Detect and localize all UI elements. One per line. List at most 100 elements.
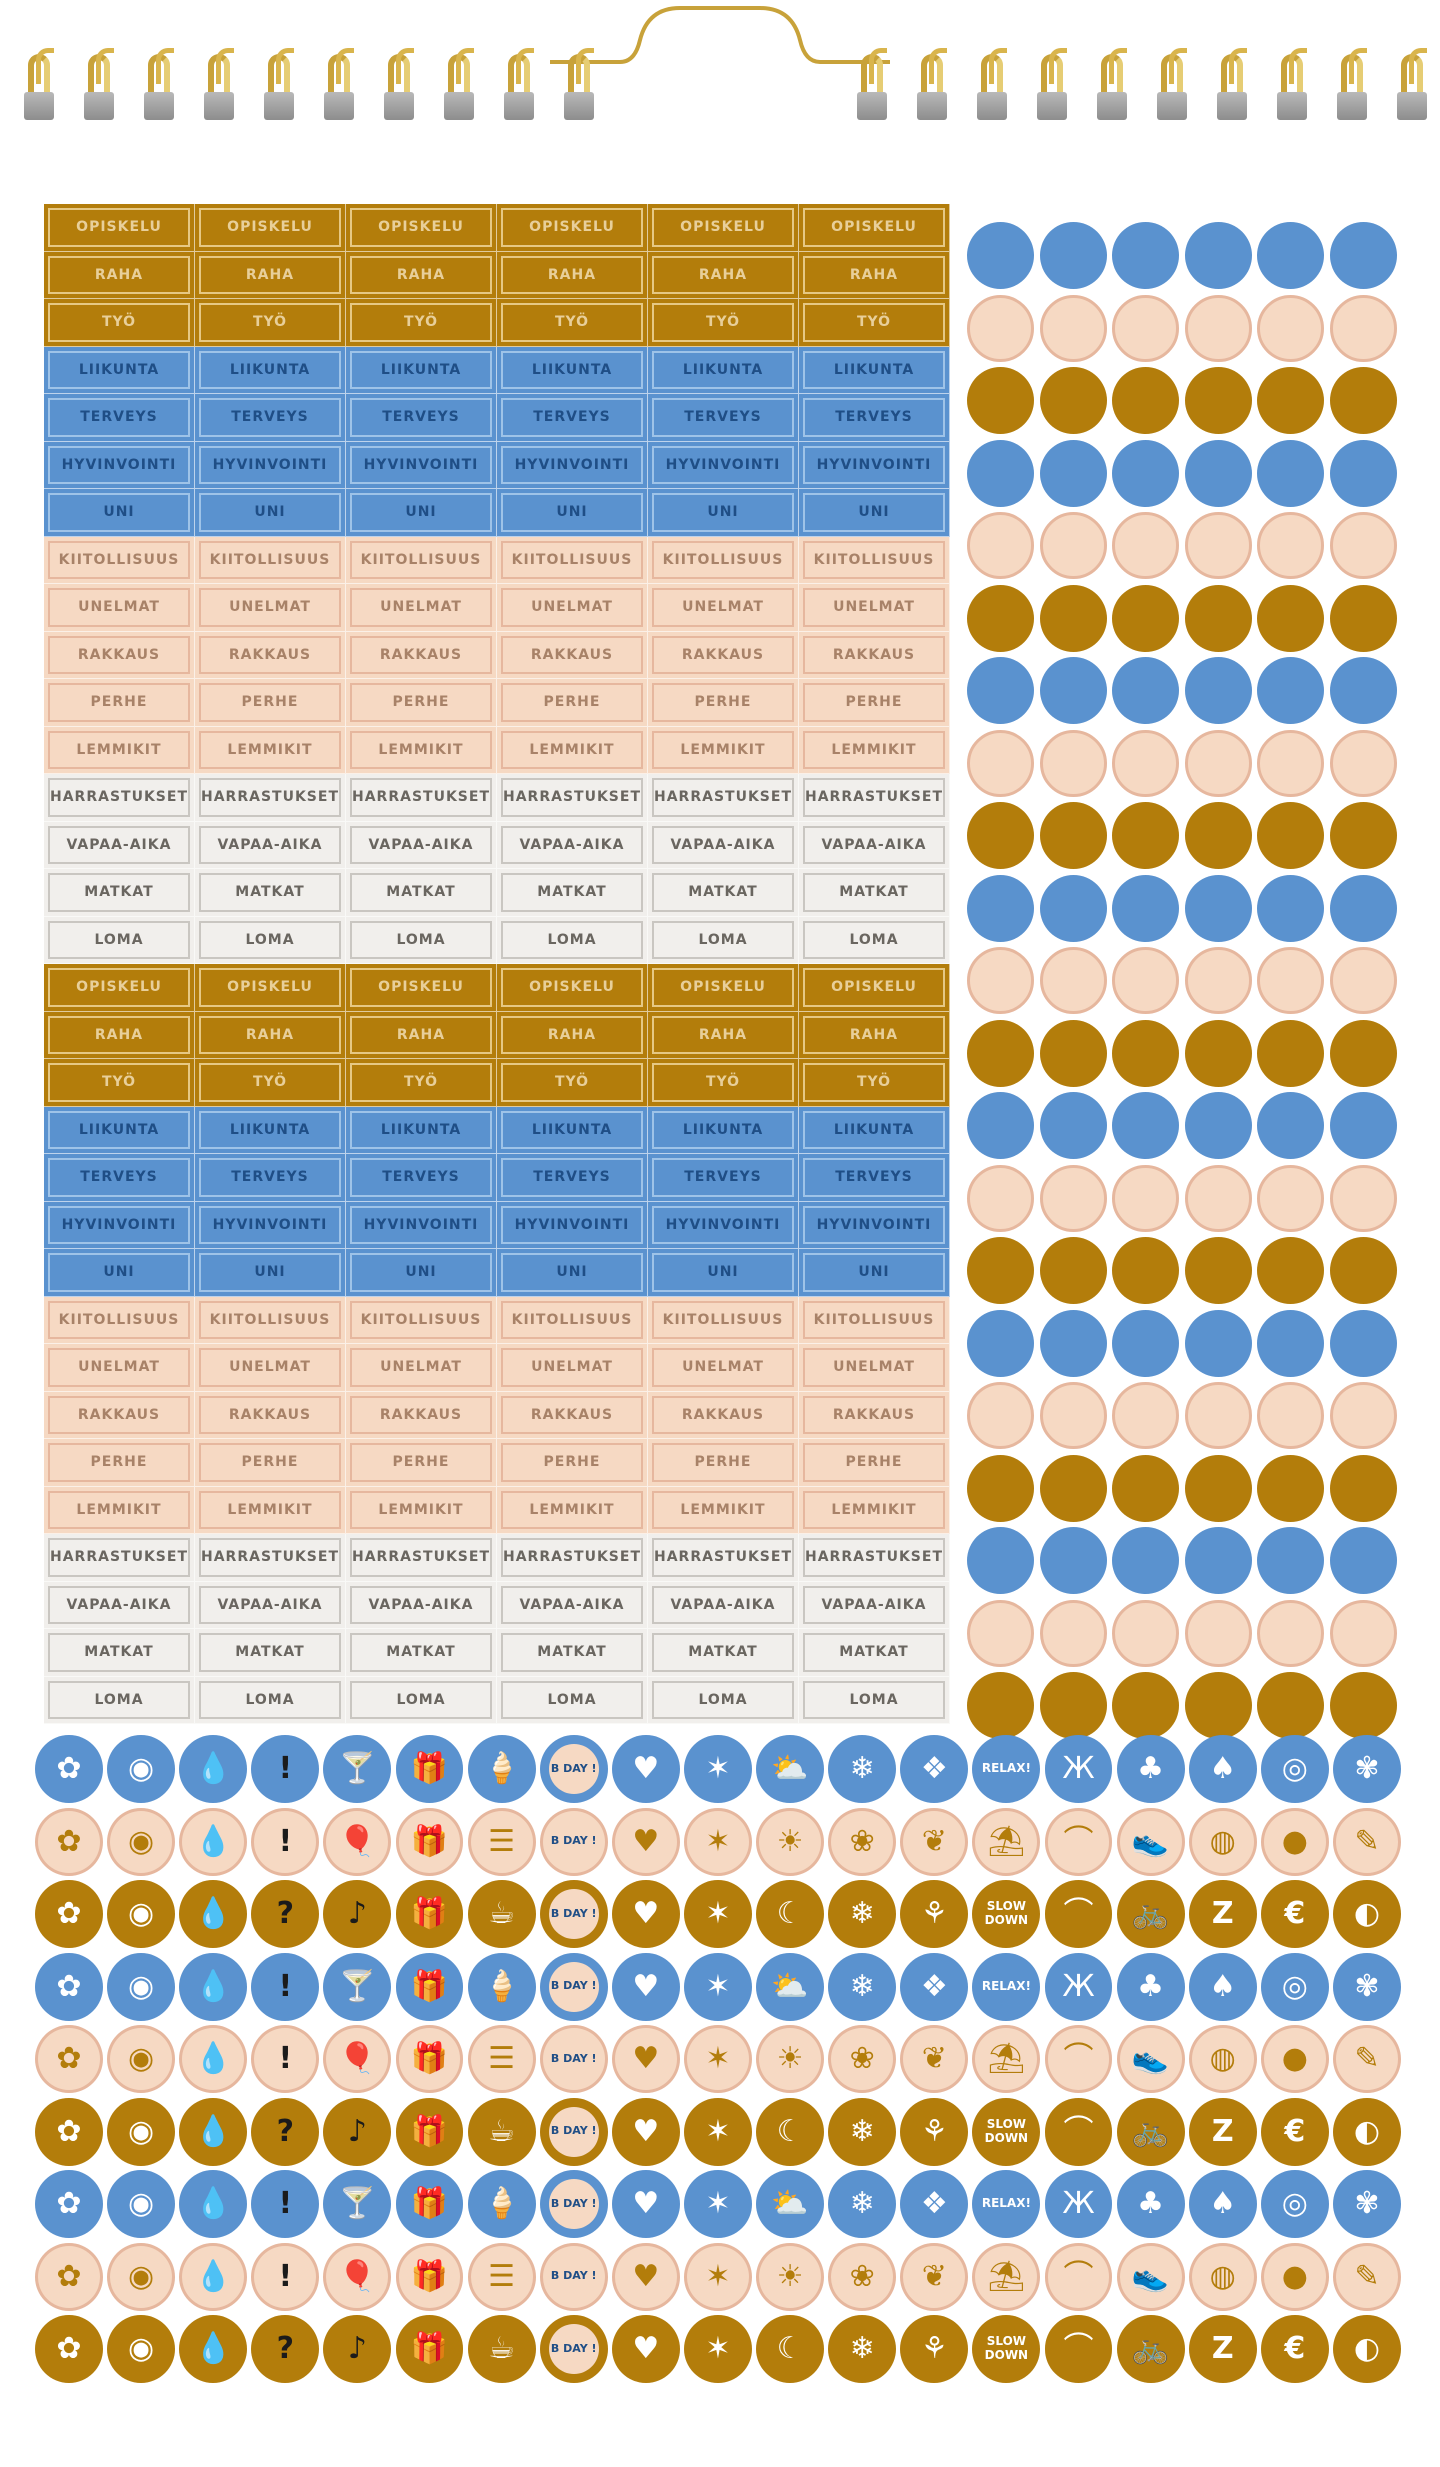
label-sticker[interactable]: LIIKUNTA [346, 1106, 497, 1154]
icon-sticker[interactable]: ✶ [683, 1735, 752, 1803]
dot-sticker[interactable] [1329, 1309, 1397, 1377]
icon-sticker[interactable]: ♥ [611, 1952, 680, 2021]
label-sticker[interactable]: LEMMIKIT [346, 726, 497, 774]
icon-sticker[interactable]: 💧 [179, 2170, 248, 2238]
dot-sticker[interactable] [1039, 874, 1107, 942]
label-sticker[interactable]: KIITOLLISUUS [195, 536, 346, 584]
label-sticker[interactable]: TYÖ [44, 299, 195, 347]
label-sticker[interactable]: MATKAT [799, 869, 950, 917]
dot-sticker[interactable] [1329, 439, 1397, 507]
dot-sticker[interactable] [1039, 1164, 1107, 1232]
label-sticker[interactable]: TERVEYS [346, 1154, 497, 1202]
icon-sticker[interactable]: 🎁 [395, 2315, 464, 2383]
dot-sticker[interactable] [1329, 947, 1397, 1014]
icon-sticker[interactable]: ⌒ [1044, 1807, 1113, 1876]
icon-sticker[interactable]: ♥ [611, 1880, 680, 1948]
label-sticker[interactable]: TYÖ [648, 299, 799, 347]
dot-sticker[interactable] [967, 947, 1034, 1014]
label-sticker[interactable]: HARRASTUKSET [497, 774, 648, 822]
label-sticker[interactable]: UNI [346, 1249, 497, 1297]
label-sticker[interactable]: KIITOLLISUUS [195, 1296, 346, 1344]
icon-sticker[interactable]: 🍦 [467, 2170, 536, 2238]
dot-sticker[interactable] [967, 729, 1034, 797]
label-sticker[interactable]: MATKAT [648, 1629, 799, 1677]
icon-sticker[interactable]: ⌒ [1044, 2025, 1113, 2093]
icon-sticker[interactable]: ❄ [828, 2315, 897, 2383]
dot-sticker[interactable] [1329, 1019, 1397, 1087]
label-sticker[interactable]: VAPAA-AIKA [44, 1581, 195, 1629]
icon-sticker[interactable]: € [1260, 1880, 1329, 1948]
dot-sticker[interactable] [1112, 1382, 1179, 1449]
icon-sticker[interactable]: SLOW DOWN [972, 2315, 1041, 2383]
icon-sticker[interactable]: B DAY ! [539, 2097, 608, 2166]
icon-sticker[interactable]: Ж [1044, 2170, 1113, 2238]
dot-sticker[interactable] [1184, 367, 1252, 434]
label-sticker[interactable]: UNI [195, 1249, 346, 1297]
icon-sticker[interactable]: 👟 [1116, 2025, 1185, 2093]
icon-sticker[interactable]: 🎁 [395, 2025, 464, 2093]
icon-sticker[interactable]: ❖ [900, 2170, 969, 2238]
label-sticker[interactable]: LIIKUNTA [648, 346, 799, 394]
dot-sticker[interactable] [1329, 1672, 1397, 1739]
icon-sticker[interactable]: RELAX! [972, 1952, 1041, 2021]
icon-sticker[interactable]: ✿ [35, 1880, 103, 1948]
icon-sticker[interactable]: Ж [1044, 1735, 1113, 1803]
icon-sticker[interactable]: ✶ [683, 2025, 752, 2093]
icon-sticker[interactable]: 🎈 [323, 2242, 392, 2311]
icon-sticker[interactable]: ! [251, 1735, 320, 1803]
icon-sticker[interactable]: ⌒ [1044, 2315, 1113, 2383]
dot-sticker[interactable] [1112, 367, 1179, 434]
dot-sticker[interactable] [1184, 1164, 1252, 1232]
dot-sticker[interactable] [1112, 802, 1179, 869]
label-sticker[interactable]: LOMA [799, 1676, 950, 1724]
icon-sticker[interactable]: 🍦 [467, 1735, 536, 1803]
dot-sticker[interactable] [1257, 657, 1324, 724]
icon-sticker[interactable]: ⛱ [972, 2025, 1041, 2093]
icon-sticker[interactable]: ? [251, 2315, 320, 2383]
dot-sticker[interactable] [1257, 1382, 1324, 1449]
icon-sticker[interactable]: ❄ [828, 1880, 897, 1948]
label-sticker[interactable]: RAKKAUS [195, 631, 346, 679]
dot-sticker[interactable] [1039, 1019, 1107, 1087]
icon-sticker[interactable]: 🎁 [395, 2097, 464, 2166]
label-sticker[interactable]: HARRASTUKSET [346, 774, 497, 822]
icon-sticker[interactable]: 🍸 [323, 1952, 392, 2021]
dot-sticker[interactable] [1184, 1672, 1252, 1739]
icon-sticker[interactable]: ◉ [107, 1880, 176, 1948]
label-sticker[interactable]: OPISKELU [497, 964, 648, 1012]
icon-sticker[interactable]: ✾ [1332, 1952, 1401, 2021]
dot-sticker[interactable] [1257, 1309, 1324, 1377]
label-sticker[interactable]: OPISKELU [799, 964, 950, 1012]
dot-sticker[interactable] [1112, 1309, 1179, 1377]
label-sticker[interactable]: LIIKUNTA [195, 1106, 346, 1154]
label-sticker[interactable]: HARRASTUKSET [195, 1534, 346, 1582]
label-sticker[interactable]: OPISKELU [44, 204, 195, 252]
icon-sticker[interactable]: ! [251, 1952, 320, 2021]
icon-sticker[interactable]: ⌒ [1044, 1880, 1113, 1948]
dot-sticker[interactable] [1112, 1237, 1179, 1304]
dot-sticker[interactable] [1329, 294, 1397, 362]
icon-sticker[interactable]: ✿ [35, 2097, 103, 2166]
icon-sticker[interactable]: ⛱ [972, 2242, 1041, 2311]
label-sticker[interactable]: KIITOLLISUUS [346, 1296, 497, 1344]
icon-sticker[interactable]: 👟 [1116, 1807, 1185, 1876]
dot-sticker[interactable] [1184, 1237, 1252, 1304]
dot-sticker[interactable] [1257, 222, 1324, 289]
icon-sticker[interactable]: 💧 [179, 2315, 248, 2383]
icon-sticker[interactable]: ◐ [1332, 1880, 1401, 1948]
dot-sticker[interactable] [1039, 1454, 1107, 1522]
label-sticker[interactable]: LIIKUNTA [44, 1106, 195, 1154]
icon-sticker[interactable]: Z [1188, 1880, 1257, 1948]
icon-sticker[interactable]: ! [251, 1807, 320, 1876]
label-sticker[interactable]: OPISKELU [799, 204, 950, 252]
label-sticker[interactable]: MATKAT [44, 869, 195, 917]
label-sticker[interactable]: HYVINVOINTI [44, 441, 195, 489]
label-sticker[interactable]: UNELMAT [346, 584, 497, 632]
dot-sticker[interactable] [1329, 1382, 1397, 1449]
icon-sticker[interactable]: 🎈 [323, 1807, 392, 1876]
icon-sticker[interactable]: 🚲 [1116, 1880, 1185, 1948]
dot-sticker[interactable] [1112, 294, 1179, 362]
label-sticker[interactable]: TYÖ [195, 299, 346, 347]
icon-sticker[interactable]: 🍸 [323, 2170, 392, 2238]
dot-sticker[interactable] [1329, 1454, 1397, 1522]
